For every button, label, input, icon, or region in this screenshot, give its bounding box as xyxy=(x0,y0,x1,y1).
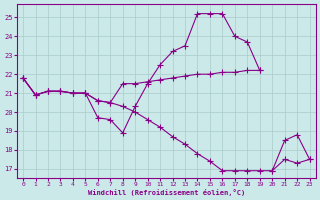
X-axis label: Windchill (Refroidissement éolien,°C): Windchill (Refroidissement éolien,°C) xyxy=(88,189,245,196)
